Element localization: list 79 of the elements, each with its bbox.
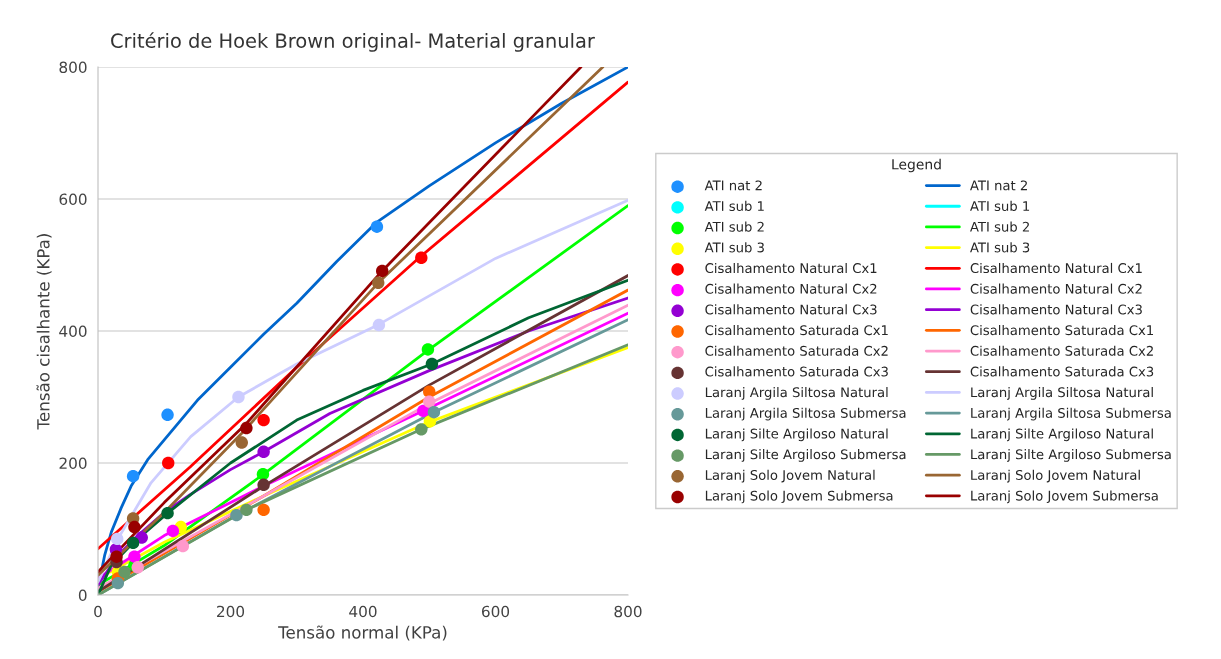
point bbox=[128, 550, 141, 563]
point bbox=[126, 469, 140, 483]
point bbox=[232, 390, 245, 404]
y-tick-label: 800 bbox=[59, 61, 87, 74]
x-tick-label: 200 bbox=[217, 605, 245, 618]
legend-label: ATI sub 1 bbox=[704, 200, 764, 212]
point bbox=[161, 506, 174, 520]
y-tick-label: 200 bbox=[59, 457, 87, 470]
point bbox=[240, 503, 253, 517]
legend-label: Cisalhamento Saturada Cx3 bbox=[705, 366, 888, 377]
point bbox=[257, 503, 270, 517]
point bbox=[257, 478, 270, 491]
point bbox=[118, 565, 131, 579]
legend-label: Laranj Argila Siltosa Natural bbox=[705, 387, 888, 400]
legend-label: Cisalhamento Natural Cx1 bbox=[970, 262, 1142, 274]
legend-label: Cisalhamento Natural Cx2 bbox=[705, 283, 877, 294]
legend-label: ATI sub 2 bbox=[704, 221, 764, 232]
point bbox=[235, 436, 248, 449]
legend-label: Laranj Solo Jovem Natural bbox=[705, 469, 875, 483]
legend-label: ATI sub 1 bbox=[970, 200, 1030, 212]
point bbox=[372, 276, 385, 290]
point bbox=[376, 264, 389, 278]
legend-label: ATI sub 3 bbox=[970, 242, 1030, 253]
legend-label: Laranj Silte Argiloso Submersa bbox=[971, 449, 1171, 462]
point bbox=[111, 532, 124, 546]
chart-title: Critério de Hoek Brown original- Material granular bbox=[111, 32, 595, 52]
x-axis-title: Tensão normal (KPa) bbox=[278, 625, 447, 641]
y-tick-label: 400 bbox=[59, 325, 87, 338]
x-tick-label: 400 bbox=[349, 605, 377, 618]
legend-title: Legend bbox=[892, 158, 941, 173]
point bbox=[110, 550, 123, 563]
legend-label: Cisalhamento Saturada Cx3 bbox=[970, 366, 1154, 377]
point bbox=[372, 318, 386, 332]
legend-label: Cisalhamento Saturada Cx1 bbox=[705, 324, 888, 336]
point bbox=[128, 520, 141, 534]
legend-label: Laranj Argila Siltosa Submersa bbox=[705, 407, 906, 421]
legend-label: Laranj Solo Jovem Submersa bbox=[971, 490, 1158, 504]
y-tick-label: 0 bbox=[78, 589, 87, 602]
point bbox=[162, 456, 175, 470]
point bbox=[257, 445, 270, 458]
y-axis-title: Tensão cisalhante (KPa) bbox=[36, 234, 52, 430]
legend-label: ATI nat 2 bbox=[970, 180, 1027, 191]
point bbox=[230, 508, 243, 522]
legend-label: Laranj Argila Siltosa Submersa bbox=[971, 407, 1171, 421]
legend-label: Laranj Argila Siltosa Natural bbox=[971, 387, 1153, 400]
point bbox=[415, 251, 428, 264]
legend-label: Laranj Solo Jovem Natural bbox=[971, 469, 1140, 483]
legend-label: Cisalhamento Saturada Cx1 bbox=[970, 324, 1154, 336]
legend-label: ATI nat 2 bbox=[704, 180, 762, 191]
legend-label: ATI sub 3 bbox=[704, 242, 764, 253]
point bbox=[111, 576, 125, 590]
x-tick-label: 800 bbox=[614, 605, 642, 618]
x-tick-label: 600 bbox=[481, 605, 510, 618]
x-tick-label: 0 bbox=[94, 605, 102, 618]
point bbox=[257, 413, 270, 427]
point bbox=[161, 408, 174, 422]
point bbox=[421, 343, 435, 356]
point bbox=[176, 539, 190, 553]
legend-label: Cisalhamento Natural Cx3 bbox=[705, 304, 877, 315]
point bbox=[166, 524, 180, 538]
legend-label: Laranj Silte Argiloso Natural bbox=[971, 428, 1153, 442]
legend-label: Laranj Silte Argiloso Submersa bbox=[705, 449, 906, 462]
legend-label: Cisalhamento Saturada Cx2 bbox=[705, 345, 888, 356]
legend-label: Laranj Solo Jovem Submersa bbox=[705, 490, 893, 504]
y-tick-label: 600 bbox=[59, 193, 87, 206]
point bbox=[126, 536, 140, 550]
point bbox=[425, 357, 439, 371]
point bbox=[427, 405, 441, 419]
legend-label: Cisalhamento Natural Cx1 bbox=[705, 262, 877, 274]
legend-label: Laranj Silte Argiloso Natural bbox=[705, 428, 888, 442]
point bbox=[423, 395, 436, 408]
legend-label: Cisalhamento Natural Cx3 bbox=[970, 304, 1142, 315]
point bbox=[256, 468, 270, 481]
point bbox=[370, 220, 384, 233]
point bbox=[415, 423, 428, 436]
legend-label: ATI sub 2 bbox=[970, 221, 1029, 232]
legend-label: Cisalhamento Saturada Cx2 bbox=[970, 345, 1153, 356]
point bbox=[240, 421, 253, 435]
legend-label: Cisalhamento Natural Cx2 bbox=[970, 283, 1142, 294]
